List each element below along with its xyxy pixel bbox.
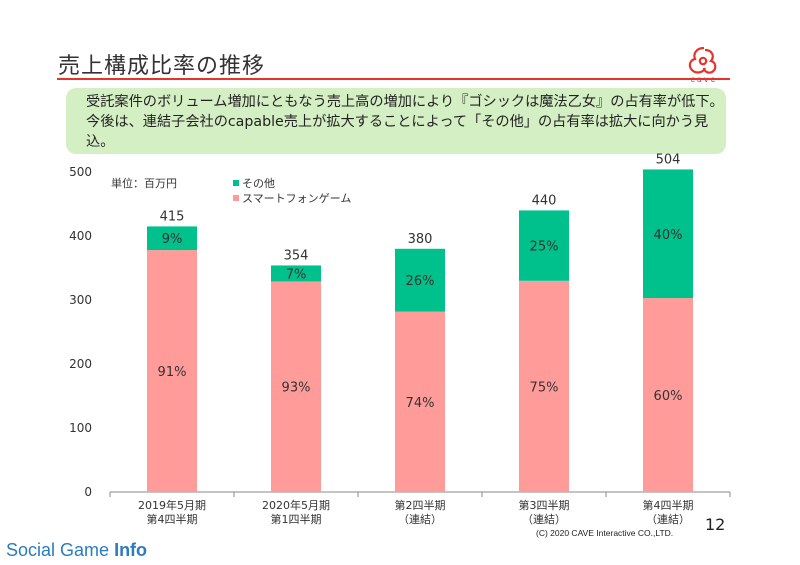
page-title: 売上構成比率の推移: [58, 54, 266, 79]
other-share-label: 26%: [406, 274, 435, 289]
axis-layer: 01002003004005002019年5月期第4四半期2020年5月期第1四…: [69, 165, 731, 526]
x-category-label: 2019年5月期: [138, 498, 206, 512]
other-share-label: 25%: [530, 240, 559, 255]
bar-total-label: 504: [656, 152, 681, 167]
copyright-notice: (C) 2020 CAVE Interactive CO.,LTD.: [536, 528, 674, 538]
x-category-label: 2020年5月期: [262, 498, 330, 512]
bar-smartphone-segment: [643, 298, 693, 492]
y-tick-label: 100: [69, 421, 92, 435]
x-category-label: （連結）: [522, 512, 566, 526]
legend-swatch: [233, 180, 239, 186]
x-category-label: （連結）: [398, 512, 442, 526]
legend-label: その他: [242, 177, 275, 190]
bar-smartphone-segment: [147, 250, 197, 492]
x-category-label: 第4四半期: [643, 498, 694, 512]
smartphone-share-label: 74%: [406, 396, 435, 411]
bar-other-segment: [519, 210, 569, 281]
bar-total-label: 380: [408, 232, 433, 247]
other-share-label: 7%: [286, 267, 307, 282]
summary-text: 受託案件のボリューム増加にともなう売上高の増加により『ゴシックは魔法乙女』の占有…: [86, 94, 724, 150]
y-tick-label: 200: [69, 357, 92, 371]
cave-logo: cave: [688, 46, 718, 84]
bar-smartphone-segment: [519, 280, 569, 492]
y-tick-label: 500: [69, 165, 92, 179]
other-share-label: 40%: [654, 228, 683, 243]
x-category-label: 第1四半期: [271, 512, 322, 526]
smartphone-share-label: 93%: [282, 381, 311, 396]
bar-total-label: 440: [532, 193, 557, 208]
x-category-label: 第3四半期: [519, 498, 570, 512]
legend-swatch: [233, 195, 239, 201]
x-category-label: 第4四半期: [147, 512, 198, 526]
bar-total-label: 354: [284, 248, 309, 263]
site-watermark: Social Game Info: [6, 540, 147, 561]
smartphone-share-label: 60%: [654, 389, 683, 404]
bar-layer: [147, 169, 693, 492]
bar-other-segment: [395, 248, 445, 312]
label-layer: 91% 9% 415 93% 7% 354 74% 26% 380 75% 25% 440 60% 40%…: [158, 152, 683, 410]
summary-callout: [66, 88, 726, 154]
watermark-bold: Info: [114, 540, 148, 560]
other-share-label: 9%: [162, 232, 183, 247]
y-tick-label: 400: [69, 229, 92, 243]
x-category-label: （連結）: [646, 512, 690, 526]
page-number: 12: [705, 515, 726, 534]
smartphone-share-label: 75%: [530, 380, 559, 395]
bar-smartphone-segment: [395, 311, 445, 492]
watermark-main: Social Game: [6, 540, 110, 560]
legend-label: スマートフォンゲーム: [242, 192, 351, 205]
y-tick-label: 300: [69, 293, 92, 307]
x-category-label: 第2四半期: [395, 498, 446, 512]
smartphone-share-label: 91%: [158, 365, 187, 380]
y-tick-label: 0: [84, 485, 92, 499]
bar-smartphone-segment: [271, 281, 321, 492]
unit-label: 単位：百万円: [111, 176, 177, 190]
bar-other-segment: [271, 265, 321, 282]
bar-other-segment: [643, 169, 693, 299]
bar-total-label: 415: [160, 209, 185, 224]
title-divider: [57, 78, 730, 80]
bar-other-segment: [147, 226, 197, 251]
logo-wordmark: cave: [691, 75, 718, 84]
